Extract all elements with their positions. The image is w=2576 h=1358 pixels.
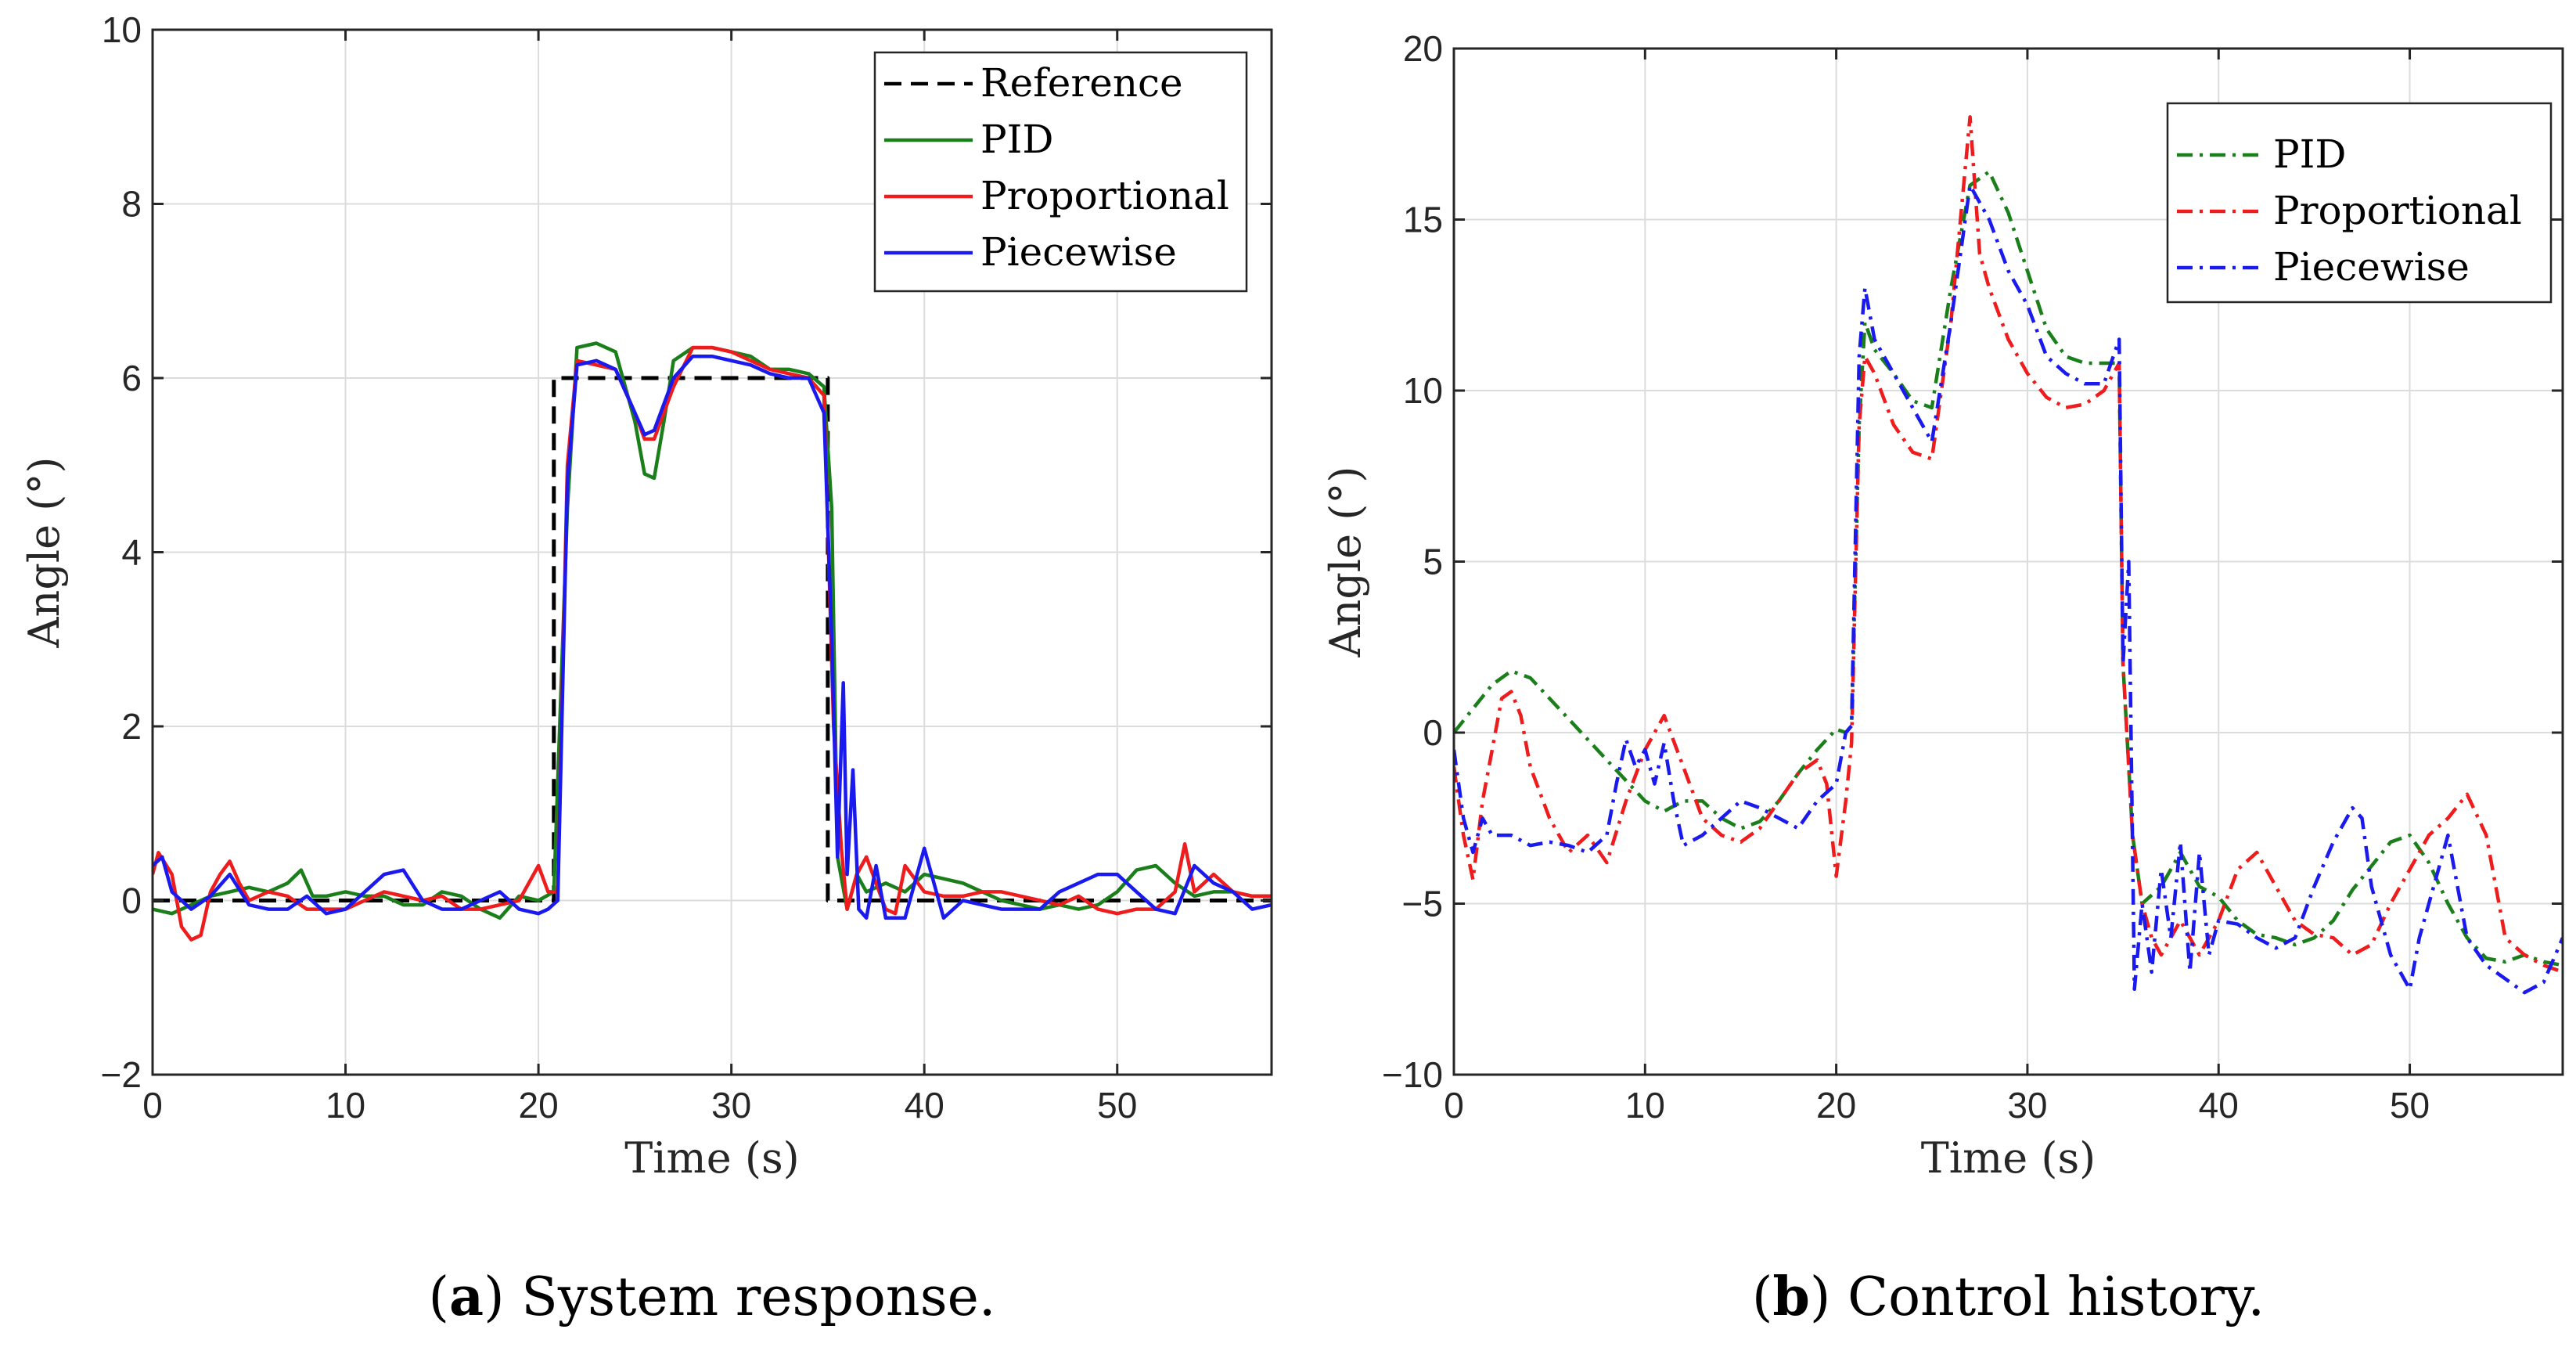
y-tick-label-6: 20 bbox=[1403, 28, 1443, 69]
caption: (b) Control history. bbox=[1752, 1266, 2265, 1328]
y-tick-label-4: 6 bbox=[121, 358, 142, 398]
legend-label-piecewise: Piecewise bbox=[980, 229, 1177, 275]
legend-label-proportional: Proportional bbox=[980, 173, 1229, 218]
x-tick-label-5: 50 bbox=[1097, 1085, 1137, 1126]
legend-label-piecewise: Piecewise bbox=[2273, 244, 2470, 290]
caption-paren-open: ( bbox=[1752, 1266, 1773, 1328]
legend-box bbox=[2166, 102, 2553, 304]
y-tick-label-3: 4 bbox=[121, 532, 142, 573]
y-tick-label-5: 15 bbox=[1403, 200, 1443, 240]
x-tick-label-4: 40 bbox=[905, 1085, 944, 1126]
y-tick-label-6: 10 bbox=[102, 9, 142, 50]
y-tick-label-3: 5 bbox=[1423, 542, 1443, 582]
caption-paren-close: ) bbox=[1810, 1266, 1847, 1328]
series-line-reference bbox=[153, 376, 1272, 902]
y-tick-label-4: 10 bbox=[1403, 370, 1443, 411]
caption-text: Control history. bbox=[1847, 1266, 2265, 1328]
series-line-piecewise bbox=[153, 354, 1272, 920]
caption-letter: b bbox=[1772, 1266, 1810, 1328]
y-axis-label: Angle (°) bbox=[1321, 466, 1370, 658]
panel-b-control-history: 0 10 20 30 40 50 −10 −5 0 5 10 15 20 Time (s) Angle (°… bbox=[1321, 28, 2564, 1328]
legend-label-pid: PID bbox=[2273, 131, 2346, 177]
y-tick-label-1: 0 bbox=[121, 881, 142, 921]
y-tick-label-1: −5 bbox=[1402, 884, 1443, 924]
y-tick-label-2: 2 bbox=[121, 706, 142, 747]
y-tick-label-5: 8 bbox=[121, 184, 142, 225]
x-axis-label: Time (s) bbox=[1921, 1133, 2096, 1183]
caption-text: System response. bbox=[521, 1266, 995, 1328]
caption: (a) System response. bbox=[429, 1266, 996, 1328]
x-tick-label-2: 20 bbox=[1816, 1085, 1856, 1126]
caption-paren-open: ( bbox=[429, 1266, 450, 1328]
x-tick-label-1: 10 bbox=[1625, 1085, 1665, 1126]
x-tick-label-4: 40 bbox=[2199, 1085, 2239, 1126]
y-tick-label-0: −10 bbox=[1382, 1054, 1443, 1095]
series-line-pid bbox=[1454, 170, 2563, 967]
legend-label-proportional: Proportional bbox=[2273, 188, 2522, 233]
x-axis-label: Time (s) bbox=[624, 1133, 799, 1183]
x-tick-label-0: 0 bbox=[142, 1085, 163, 1126]
x-tick-label-0: 0 bbox=[1444, 1085, 1464, 1126]
x-tick-label-3: 30 bbox=[711, 1085, 751, 1126]
legend-label-pid: PID bbox=[980, 117, 1053, 162]
x-tick-label-2: 20 bbox=[519, 1085, 559, 1126]
caption-letter: a bbox=[449, 1266, 484, 1328]
caption-paren-close: ) bbox=[484, 1266, 521, 1328]
series-line-proportional bbox=[1454, 115, 2563, 974]
series-line-piecewise bbox=[1454, 183, 2563, 995]
x-tick-label-1: 10 bbox=[326, 1085, 365, 1126]
x-tick-label-5: 50 bbox=[2390, 1085, 2430, 1126]
x-tick-label-3: 30 bbox=[2007, 1085, 2047, 1126]
y-tick-label-2: 0 bbox=[1423, 712, 1443, 753]
legend-label-reference: Reference bbox=[980, 60, 1183, 106]
y-tick-label-0: −2 bbox=[101, 1054, 142, 1095]
y-axis-label: Angle (°) bbox=[20, 457, 69, 649]
